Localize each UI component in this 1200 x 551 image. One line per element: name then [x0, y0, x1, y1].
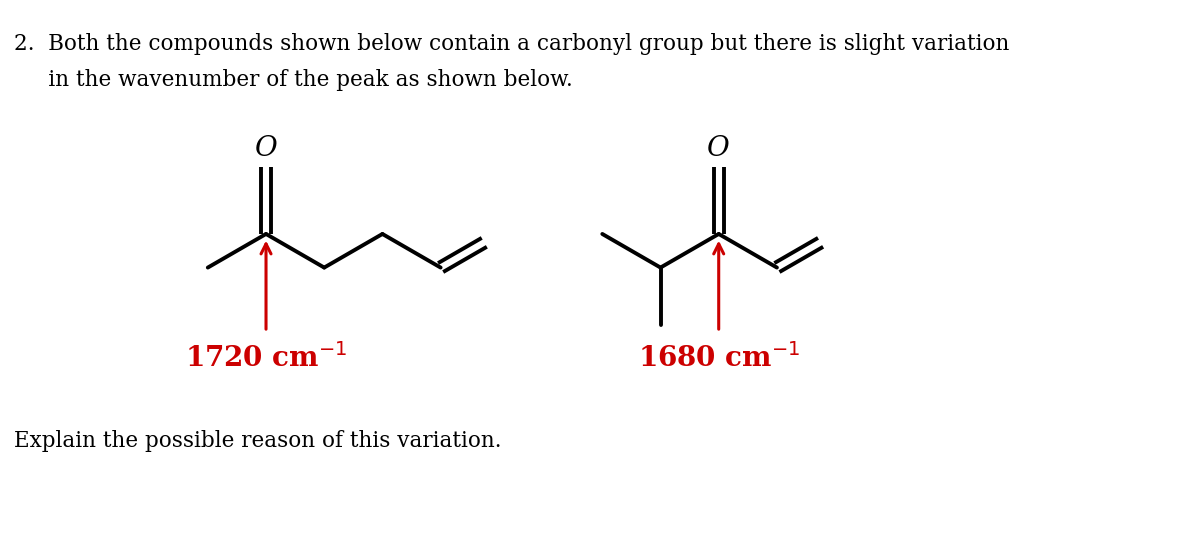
Text: 1680 cm$^{-1}$: 1680 cm$^{-1}$ [637, 343, 800, 373]
Text: O: O [254, 135, 277, 162]
Text: in the wavenumber of the peak as shown below.: in the wavenumber of the peak as shown b… [14, 69, 572, 91]
Text: Explain the possible reason of this variation.: Explain the possible reason of this vari… [14, 430, 502, 452]
Text: 1720 cm$^{-1}$: 1720 cm$^{-1}$ [185, 343, 347, 373]
Text: O: O [707, 135, 730, 162]
Text: 2.  Both the compounds shown below contain a carbonyl group but there is slight : 2. Both the compounds shown below contai… [14, 33, 1009, 55]
